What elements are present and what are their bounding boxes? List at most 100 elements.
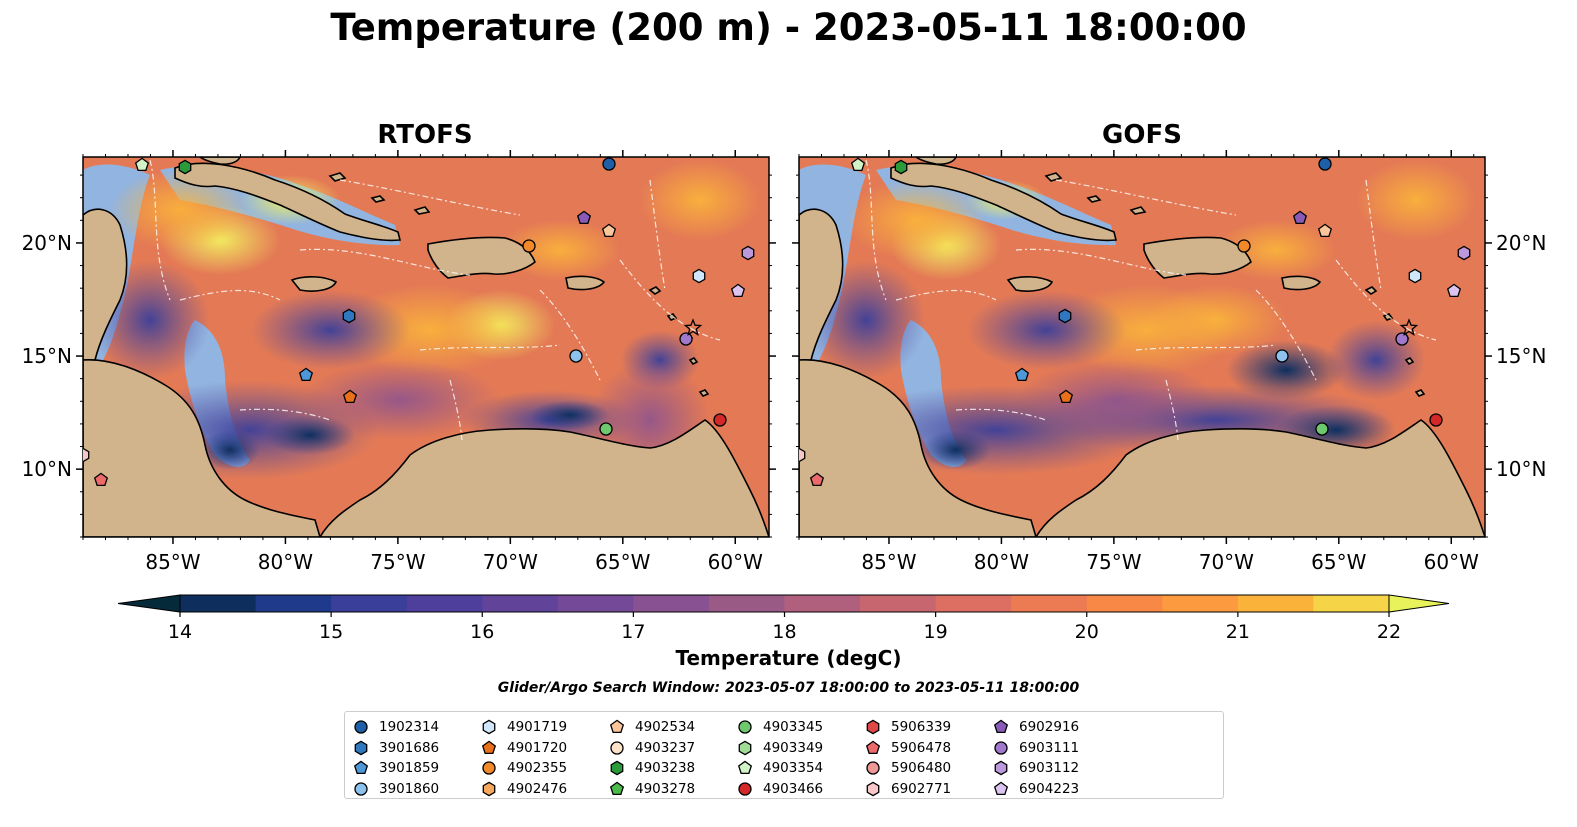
- legend-marker-6903112[interactable]: [994, 760, 1008, 776]
- lat-tick-label: 20°N: [22, 231, 72, 255]
- float-marker-4903354[interactable]: [134, 157, 150, 171]
- legend-marker-4903345[interactable]: [738, 720, 752, 734]
- legend-label: 4903237: [635, 739, 696, 756]
- legend-item[interactable]: 4903354: [737, 758, 865, 779]
- legend-marker-6902771[interactable]: [866, 781, 880, 797]
- float-marker-6904223[interactable]: [730, 283, 746, 297]
- float-marker-1902314[interactable]: [602, 157, 616, 171]
- temperature-anomaly: [250, 290, 410, 370]
- legend-marker-4901720[interactable]: [481, 740, 497, 754]
- legend-item[interactable]: 4901720: [481, 738, 609, 759]
- pentagon-marker-icon: [609, 781, 625, 795]
- float-marker-6903112[interactable]: [1457, 245, 1471, 261]
- float-marker-6902771[interactable]: [77, 447, 90, 463]
- legend-marker-5906339[interactable]: [866, 719, 880, 735]
- legend-marker-1902314[interactable]: [354, 720, 368, 734]
- float-marker-6903111[interactable]: [679, 332, 693, 346]
- glider-star-marker[interactable]: [1399, 318, 1419, 336]
- float-marker-5906478[interactable]: [809, 472, 825, 486]
- legend-marker-4903349[interactable]: [738, 740, 752, 756]
- float-marker-4903466[interactable]: [713, 413, 727, 427]
- legend-marker-6902916[interactable]: [993, 719, 1009, 734]
- eez-boundary-line: [1365, 179, 1382, 291]
- float-marker-4903466[interactable]: [1429, 413, 1443, 427]
- float-marker-3901859[interactable]: [1014, 367, 1030, 381]
- float-marker-3901860[interactable]: [569, 349, 583, 363]
- legend-item[interactable]: 1902314: [353, 717, 481, 738]
- legend-item[interactable]: 5906478: [865, 738, 993, 759]
- legend-marker-4903466[interactable]: [738, 782, 752, 796]
- eez-boundary-line: [865, 159, 887, 301]
- legend-item[interactable]: 4903278: [609, 779, 737, 800]
- legend-marker-6903111[interactable]: [994, 741, 1008, 755]
- legend-item[interactable]: 5906480: [865, 758, 993, 779]
- float-marker-4902534[interactable]: [601, 223, 617, 237]
- legend-marker-4903354[interactable]: [737, 760, 753, 775]
- legend-item[interactable]: 4903349: [737, 738, 865, 759]
- float-marker-1902314[interactable]: [1318, 157, 1332, 171]
- legend-marker-3901686[interactable]: [354, 740, 368, 756]
- colorbar-bin: [935, 595, 1012, 612]
- legend-item[interactable]: 4903238: [609, 758, 737, 779]
- float-marker-4903345[interactable]: [599, 422, 613, 436]
- legend-marker-5906478[interactable]: [865, 740, 881, 754]
- legend-item[interactable]: 3901859: [353, 758, 481, 779]
- legend-item[interactable]: 6903112: [993, 758, 1121, 779]
- legend-marker-6904223[interactable]: [993, 781, 1009, 795]
- float-marker-4903354[interactable]: [850, 157, 866, 171]
- legend-item[interactable]: 4902355: [481, 758, 609, 779]
- circle-marker-icon: [354, 720, 368, 734]
- legend-marker-4902534[interactable]: [609, 719, 625, 734]
- legend-marker-4903238[interactable]: [610, 760, 624, 776]
- float-marker-4903238[interactable]: [178, 159, 192, 175]
- float-marker-3901860[interactable]: [1275, 349, 1289, 363]
- lon-tick-label: 60°W: [1424, 550, 1479, 574]
- legend-item[interactable]: 3901686: [353, 738, 481, 759]
- float-marker-5906478[interactable]: [93, 472, 109, 486]
- legend-item[interactable]: 3901860: [353, 779, 481, 800]
- float-marker-4901720[interactable]: [342, 389, 358, 403]
- float-marker-4903238[interactable]: [894, 159, 908, 175]
- float-marker-4902534[interactable]: [1317, 223, 1333, 237]
- legend-marker-4901719[interactable]: [482, 719, 496, 735]
- float-marker-4901720[interactable]: [1058, 389, 1074, 403]
- legend-item[interactable]: 4901719: [481, 717, 609, 738]
- float-marker-6903112[interactable]: [741, 245, 755, 261]
- legend-marker-4902476[interactable]: [482, 781, 496, 797]
- temperature-anomaly: [1016, 360, 1216, 440]
- legend-marker-4902355[interactable]: [482, 761, 496, 775]
- pentagon-marker-icon: [993, 719, 1009, 734]
- float-marker-3901859[interactable]: [298, 367, 314, 381]
- float-marker-6904223[interactable]: [1446, 283, 1462, 297]
- legend-item[interactable]: 6904223: [993, 779, 1121, 800]
- legend-marker-3901860[interactable]: [354, 782, 368, 796]
- legend-item[interactable]: 4903466: [737, 779, 865, 800]
- legend-marker-4903237[interactable]: [610, 741, 624, 755]
- legend-column: 4901719 4901720 4902355 4902476: [481, 717, 609, 799]
- legend-item[interactable]: 6903111: [993, 738, 1121, 759]
- eez-boundary-line: [1335, 259, 1437, 341]
- legend-item[interactable]: 4903345: [737, 717, 865, 738]
- legend-marker-5906480[interactable]: [866, 761, 880, 775]
- float-marker-6902916[interactable]: [576, 210, 592, 224]
- legend-item[interactable]: 4903237: [609, 738, 737, 759]
- glider-star-marker[interactable]: [683, 318, 703, 336]
- legend-item[interactable]: 5906339: [865, 717, 993, 738]
- float-marker-6903111[interactable]: [1395, 332, 1409, 346]
- legend-marker-3901859[interactable]: [353, 760, 369, 775]
- legend-item[interactable]: 4902534: [609, 717, 737, 738]
- legend-item[interactable]: 4902476: [481, 779, 609, 800]
- float-marker-4903345[interactable]: [1315, 422, 1329, 436]
- legend-marker-4903278[interactable]: [609, 781, 625, 795]
- float-marker-6902771[interactable]: [793, 447, 806, 463]
- float-marker-6902916[interactable]: [1292, 210, 1308, 224]
- float-marker-4902355[interactable]: [522, 239, 536, 253]
- legend-label: 6903111: [1019, 739, 1080, 756]
- float-marker-4901719[interactable]: [1408, 268, 1422, 284]
- float-marker-4901719[interactable]: [692, 268, 706, 284]
- legend-item[interactable]: 6902916: [993, 717, 1121, 738]
- float-marker-3901686[interactable]: [342, 308, 356, 324]
- legend-item[interactable]: 6902771: [865, 779, 993, 800]
- float-marker-4902355[interactable]: [1237, 239, 1251, 253]
- float-marker-3901686[interactable]: [1058, 308, 1072, 324]
